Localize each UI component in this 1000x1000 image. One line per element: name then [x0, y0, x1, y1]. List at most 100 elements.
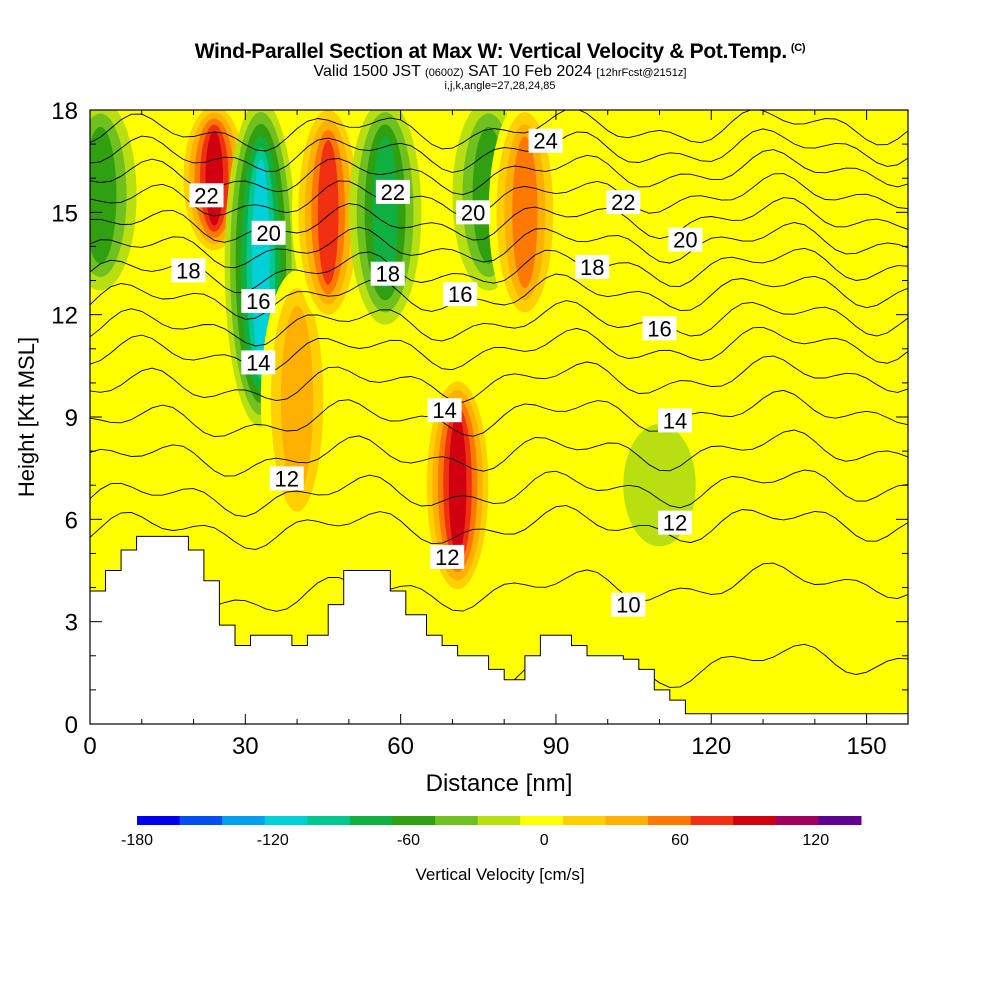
colorbar-swatch [775, 816, 819, 825]
velocity-cell [95, 407, 168, 530]
x-tick-label: 90 [543, 733, 570, 760]
theta-label-bg [611, 592, 646, 617]
theta-contour [90, 197, 908, 243]
theta-contour [90, 469, 908, 518]
theta-label-text: 14 [663, 408, 687, 433]
grid-indices: i,j,k,angle=27,28,24,85 [444, 80, 556, 92]
theta-label-text: 16 [246, 289, 270, 314]
velocity-cell [421, 372, 494, 598]
colorbar-swatch [392, 816, 436, 825]
x-axis-label: Distance [nm] [426, 770, 573, 797]
theta-contour [90, 326, 908, 373]
theta-label-bg [642, 316, 677, 341]
colorbar-swatch [648, 816, 692, 825]
theta-label-bg [430, 544, 465, 569]
y-tick-label: 6 [65, 507, 78, 534]
velocity-band [448, 415, 467, 556]
velocity-field [90, 110, 908, 724]
theta-contour [90, 110, 908, 152]
theta-label-text: 14 [432, 398, 456, 423]
valid-prefix: Valid 1500 JST [313, 63, 421, 80]
theta-label-text: 16 [448, 282, 472, 307]
colorbar-tick-label: -60 [397, 832, 420, 849]
theta-label-bg [375, 179, 410, 204]
theta-label: 20 [456, 200, 491, 225]
y-tick-label: 0 [65, 712, 78, 739]
colorbar: -180 -120 -60 0 60 120 Vertical Velocity [cm/s… [121, 816, 862, 884]
theta-label-text: 20 [256, 221, 280, 246]
colorbar-label: Vertical Velocity [cm/s] [415, 865, 584, 884]
theta-label-text: 18 [176, 258, 200, 283]
x-tick-label: 120 [691, 733, 731, 760]
theta-label-bg [575, 254, 610, 279]
colorbar-swatch [733, 816, 777, 825]
velocity-cell [348, 110, 422, 325]
valid-time: Valid 1500 JST (0600Z) SAT 10 Feb 2024 [… [0, 64, 1000, 81]
colorbar-swatch [605, 816, 649, 825]
colorbar-swatch [307, 816, 351, 825]
colorbar-swatch [349, 816, 394, 825]
theta-contour [90, 247, 908, 294]
theta-label-bg [171, 258, 206, 283]
valid-date: SAT 10 Feb 2024 [468, 63, 592, 80]
theta-label-bg [189, 183, 224, 208]
theta-label: 22 [189, 183, 224, 208]
velocity-band [280, 305, 314, 494]
theta-label-text: 20 [673, 228, 697, 253]
colorbar-swatch [690, 816, 734, 825]
colorbar-swatch [435, 816, 479, 825]
theta-label-text: 14 [246, 350, 270, 375]
theta-label: 12 [430, 544, 465, 570]
theta-label-text: 22 [611, 190, 635, 215]
theta-label: 18 [575, 254, 610, 280]
axes: 0 30 60 90 120 150 0 3 6 9 12 15 18 Distance [nm] Heig… [14, 98, 909, 797]
theta-label: 16 [642, 316, 677, 341]
theta-label: 14 [241, 350, 276, 375]
theta-label-bg [658, 510, 692, 535]
theta-label: 16 [241, 289, 276, 314]
theta-label-text: 22 [381, 180, 405, 205]
theta-label: 12 [269, 466, 304, 491]
theta-contour [90, 149, 908, 196]
y-axis-label: Height [Kft MSL] [14, 337, 39, 497]
theta-contour [90, 222, 908, 269]
theta-label-text: 22 [194, 183, 218, 208]
colorbar-swatch [137, 816, 181, 825]
theta-label-bg [427, 398, 462, 423]
theta-label: 20 [251, 220, 286, 246]
colorbar-tick-label: 60 [671, 832, 689, 849]
theta-label-text: 24 [533, 129, 557, 154]
colorbar-tick-label: -180 [121, 832, 153, 849]
theta-contour [90, 300, 908, 347]
theta-label: 22 [375, 179, 410, 205]
colorbar-swatch [222, 816, 266, 825]
theta-label-text: 12 [435, 545, 459, 570]
theta-label-text: 20 [461, 200, 485, 225]
theta-label: 10 [611, 592, 646, 618]
theta-contour [90, 273, 908, 320]
velocity-band [95, 407, 168, 530]
terrain [90, 535, 908, 724]
colorbar-swatch [818, 816, 862, 825]
velocity-band [252, 159, 270, 368]
theta-label-bg [251, 220, 286, 245]
velocity-band [90, 126, 117, 264]
theta-label-text: 12 [663, 511, 687, 536]
y-tick-label: 3 [65, 610, 78, 637]
theta-label-text: 18 [375, 262, 399, 287]
colorbar-tick-label: 0 [540, 832, 549, 849]
theta-label-bg [456, 200, 491, 225]
colorbar-swatch [264, 816, 308, 825]
theta-label-bg [241, 289, 276, 313]
theta-labels: 24 22 22 22 20 20 20 18 18 18 16 16 16 14 14 14 12 12 12 10 [171, 128, 703, 618]
theta-contour [90, 562, 908, 612]
theta-label: 18 [370, 261, 405, 287]
theta-contour [90, 505, 908, 550]
theta-label: 22 [606, 190, 641, 215]
colorbar-swatch [179, 816, 223, 825]
velocity-cell [90, 110, 137, 291]
theta-label: 12 [658, 510, 692, 536]
theta-label-text: 10 [616, 593, 640, 618]
y-tick-label: 9 [65, 405, 78, 432]
